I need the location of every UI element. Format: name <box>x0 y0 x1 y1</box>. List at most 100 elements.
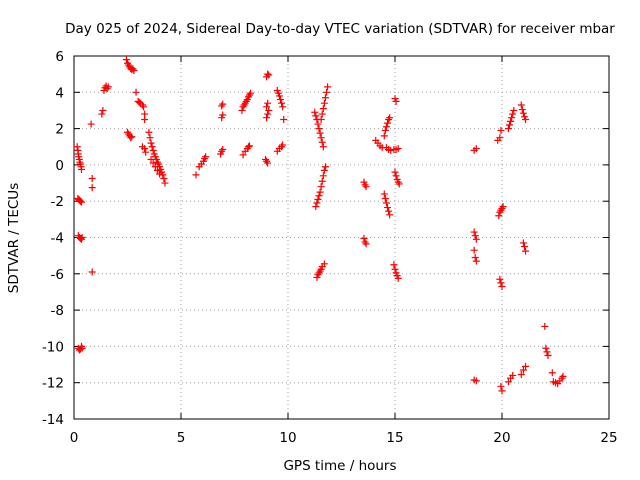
series-pass-i <box>262 70 273 167</box>
data-point <box>219 145 227 153</box>
data-point <box>392 97 400 105</box>
data-point <box>380 190 388 198</box>
data-point <box>127 134 135 142</box>
y-tick-label: -12 <box>42 376 64 392</box>
data-point <box>245 142 253 150</box>
data-point <box>517 371 525 379</box>
data-point <box>88 184 96 192</box>
series-pass-r <box>517 101 530 379</box>
data-point <box>130 67 138 75</box>
x-axis-label: GPS time / hours <box>283 458 396 474</box>
data-point <box>263 114 271 122</box>
series-pass-g <box>217 100 227 158</box>
grid-lines <box>74 56 609 419</box>
y-axis-label: SDTVAR / TECUs <box>6 183 22 293</box>
data-point <box>315 192 323 200</box>
series-pass-s <box>541 322 567 388</box>
data-point <box>87 120 95 128</box>
series-pass-l <box>360 178 370 248</box>
data-point <box>321 94 329 102</box>
data-point <box>522 362 530 370</box>
data-point <box>508 114 516 122</box>
data-point <box>362 240 370 248</box>
data-point <box>382 123 390 131</box>
series-pass-a4 <box>74 342 86 354</box>
data-point <box>386 211 394 219</box>
x-tick-label: 5 <box>177 430 186 446</box>
data-point <box>78 234 86 241</box>
data-point <box>496 275 504 283</box>
data-point <box>263 103 271 111</box>
data-point <box>318 138 326 146</box>
data-point <box>391 168 399 176</box>
data-point <box>381 126 389 134</box>
data-point <box>142 148 150 156</box>
series-pass-n <box>390 95 403 282</box>
data-point <box>320 166 328 174</box>
data-point <box>319 105 327 113</box>
y-tick-label: 0 <box>55 158 64 174</box>
data-point <box>519 366 527 374</box>
data-point <box>507 117 515 125</box>
data-points <box>73 56 567 395</box>
data-point <box>313 199 321 207</box>
data-point <box>192 171 200 179</box>
data-point <box>385 207 393 215</box>
y-tick-label: 6 <box>55 49 64 65</box>
data-point <box>141 116 149 124</box>
data-point <box>202 153 210 161</box>
data-point <box>472 257 480 265</box>
data-point <box>504 125 512 133</box>
data-point <box>470 246 478 254</box>
data-point <box>98 110 106 118</box>
chart-title: Day 025 of 2024, Sidereal Day-to-day VTE… <box>65 21 615 37</box>
data-point <box>275 92 283 100</box>
data-point <box>499 203 507 211</box>
data-point <box>509 371 517 379</box>
data-point <box>541 322 549 330</box>
data-point <box>239 151 247 159</box>
data-point <box>498 283 506 291</box>
y-tick-label: 4 <box>55 85 64 101</box>
data-point <box>317 183 325 191</box>
data-point <box>319 172 327 180</box>
data-point <box>277 96 285 104</box>
series-pass-k3 <box>313 260 328 281</box>
data-point <box>312 112 320 120</box>
data-point <box>518 106 526 114</box>
data-point <box>318 177 326 185</box>
data-point <box>543 348 551 356</box>
x-tick-labels: 0 5 10 15 20 25 <box>70 430 618 446</box>
data-point <box>362 183 370 191</box>
x-tick-label: 0 <box>70 430 79 446</box>
data-point <box>247 89 255 97</box>
series-pass-e <box>145 128 169 187</box>
data-point <box>314 120 322 128</box>
data-point <box>522 116 530 124</box>
data-point <box>218 102 226 110</box>
y-tick-label: -14 <box>42 412 64 428</box>
data-point <box>153 166 161 174</box>
data-point <box>320 260 328 268</box>
data-point <box>320 99 328 107</box>
y-tick-label: -8 <box>51 303 64 319</box>
series-pass-k1 <box>311 83 332 151</box>
data-point <box>360 234 368 242</box>
data-point <box>517 101 525 109</box>
series-pass-m <box>372 114 395 219</box>
data-point <box>159 171 167 179</box>
data-point <box>392 172 400 180</box>
data-point <box>316 129 324 137</box>
data-point <box>544 351 552 359</box>
y-tick-label: -6 <box>51 267 64 283</box>
data-point <box>387 146 395 154</box>
data-point <box>263 157 271 165</box>
data-point <box>280 116 288 124</box>
series-pass-k2 <box>312 163 329 211</box>
data-point <box>161 179 169 187</box>
data-point <box>265 71 273 79</box>
series-pass-c <box>98 82 112 118</box>
data-point <box>146 134 154 142</box>
data-point <box>147 155 155 163</box>
series-pass-a3 <box>74 232 86 243</box>
